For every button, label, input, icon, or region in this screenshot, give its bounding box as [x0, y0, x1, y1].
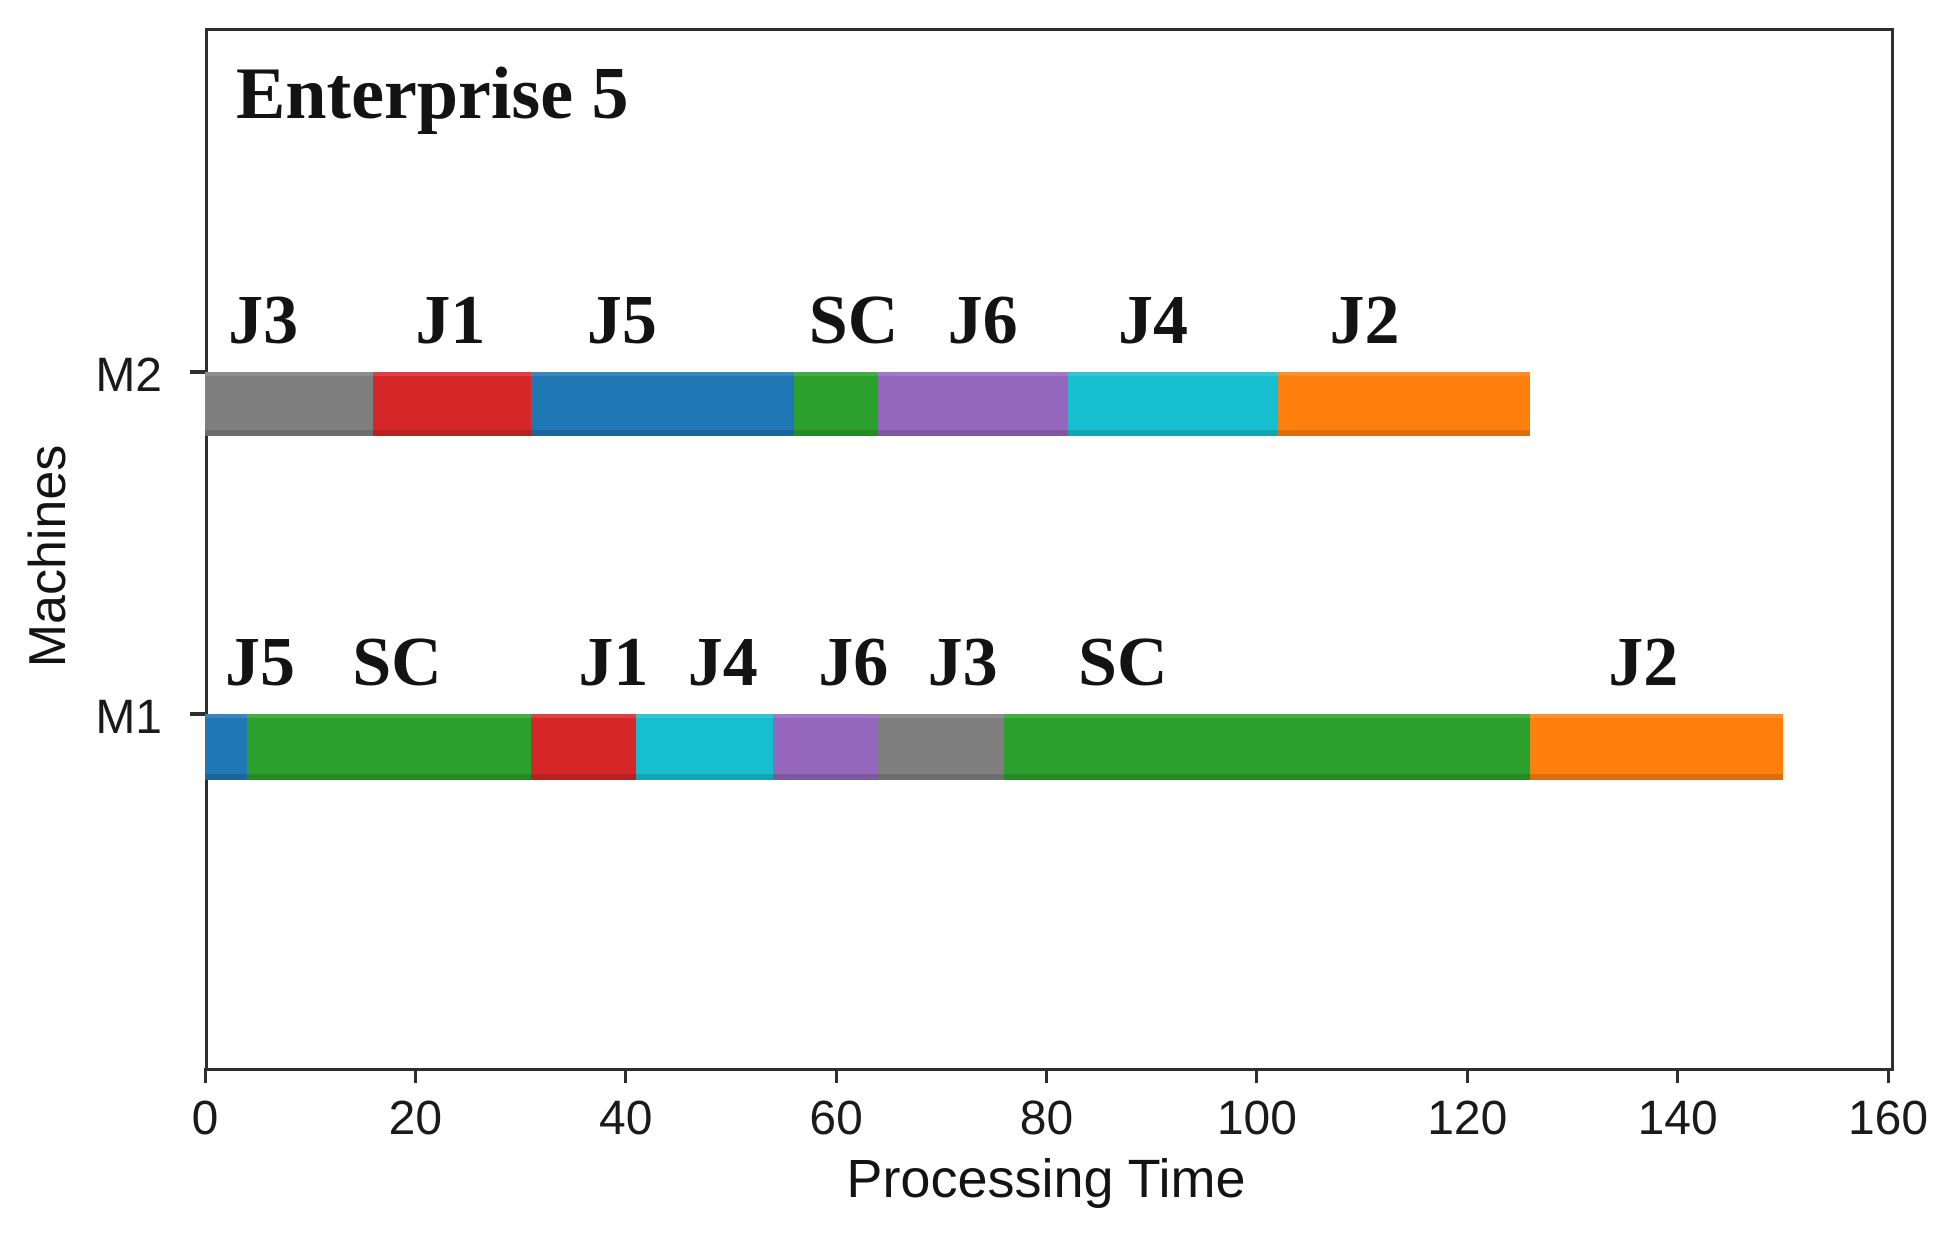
- x-axis-tick-label: 140: [1637, 1092, 1718, 1145]
- x-axis-tick-label: 80: [1019, 1092, 1074, 1145]
- x-axis-title: Processing Time: [846, 1149, 1246, 1209]
- job-label: J5: [224, 624, 295, 701]
- gantt-bar-segment: [205, 714, 248, 780]
- x-axis-tick-mark: [203, 1068, 207, 1083]
- job-label: J2: [1329, 282, 1400, 359]
- x-axis-tick-label: 0: [191, 1092, 219, 1145]
- job-label: J5: [586, 282, 657, 359]
- x-axis-tick-mark: [1255, 1068, 1259, 1083]
- x-axis-tick-label: 160: [1847, 1092, 1929, 1145]
- job-label: SC: [808, 282, 899, 359]
- gantt-bar-segment: [531, 714, 637, 780]
- x-axis-tick-mark: [1676, 1068, 1680, 1083]
- y-axis-tick-mark: [190, 370, 205, 374]
- job-label: J2: [1608, 624, 1679, 701]
- job-label: J3: [228, 282, 299, 359]
- gantt-bar-segment: [1277, 372, 1531, 436]
- gantt-bar-segment: [247, 714, 532, 780]
- x-axis-tick-label: 120: [1427, 1092, 1508, 1145]
- gantt-bar-segment: [205, 372, 374, 436]
- job-label: J6: [947, 282, 1018, 359]
- x-axis-tick-label: 60: [809, 1092, 863, 1145]
- chart-title: Enterprise 5: [236, 53, 629, 135]
- job-label: J1: [415, 282, 486, 359]
- x-axis-tick-mark: [624, 1068, 628, 1083]
- job-label: J3: [927, 624, 998, 701]
- y-axis-tick-mark: [190, 712, 205, 716]
- x-axis-tick-label: 100: [1216, 1092, 1297, 1145]
- gantt-bar-segment: [878, 714, 1005, 780]
- machine-tick-label: M1: [95, 691, 162, 744]
- job-label: SC: [352, 624, 442, 701]
- gantt-bar-segment: [1530, 714, 1783, 780]
- x-axis-tick-label: 40: [599, 1092, 653, 1145]
- x-axis-tick-mark: [1465, 1068, 1469, 1083]
- job-label: J4: [1118, 282, 1189, 359]
- x-axis-tick-label: 20: [388, 1092, 443, 1145]
- job-label: J1: [578, 624, 649, 701]
- job-label: SC: [1078, 624, 1168, 701]
- y-axis-title: Machines: [19, 444, 77, 668]
- machine-tick-label: M2: [95, 349, 162, 402]
- gantt-bar-segment: [1004, 714, 1531, 780]
- gantt-bar-segment: [531, 372, 795, 436]
- gantt-bar-segment: [794, 372, 879, 436]
- gantt-bar-segment: [636, 714, 773, 780]
- x-axis-tick-mark: [413, 1068, 417, 1083]
- gantt-bar-segment: [773, 714, 879, 780]
- gantt-bar-segment: [373, 372, 532, 436]
- x-axis-tick-mark: [834, 1068, 838, 1083]
- x-axis-tick-mark: [1886, 1068, 1890, 1083]
- gantt-bar-segment: [878, 372, 1068, 436]
- x-axis-tick-mark: [1045, 1068, 1048, 1083]
- job-label: J4: [687, 624, 758, 701]
- gantt-bar-segment: [1067, 372, 1278, 436]
- job-label: J6: [818, 624, 889, 701]
- plot-area: [205, 28, 1894, 1071]
